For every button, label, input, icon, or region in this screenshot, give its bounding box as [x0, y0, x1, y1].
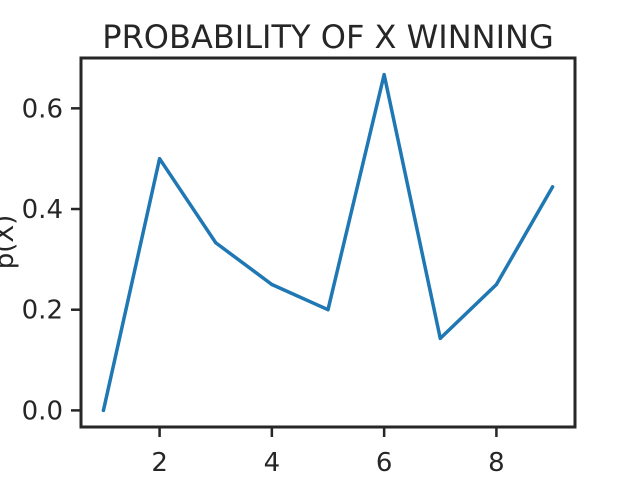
data-points	[101, 73, 555, 412]
data-point	[270, 282, 274, 287]
data-point	[101, 408, 106, 412]
data-point	[326, 308, 330, 312]
data-point	[438, 336, 442, 340]
x-axis: 2 4 6 8	[151, 427, 505, 478]
chart-title: PROBABILITY OF X WINNING	[102, 18, 553, 56]
data-point	[550, 185, 555, 189]
plot-area: 2 4 6 8 0.0 0.2 0.4 0.6	[22, 56, 577, 478]
axes-frame	[79, 56, 577, 429]
y-tick-label: 0.2	[22, 296, 63, 326]
y-axis: 0.0 0.2 0.4 0.6	[22, 94, 81, 426]
data-point	[214, 241, 218, 245]
y-tick-label: 0.4	[22, 195, 63, 225]
data-point	[157, 157, 162, 161]
x-tick-label: 6	[376, 448, 393, 478]
data-point	[494, 282, 499, 287]
y-axis-label: p(X)	[0, 215, 20, 270]
data-point	[382, 73, 386, 77]
x-tick-label: 4	[264, 448, 281, 478]
y-tick-label: 0.0	[22, 396, 63, 426]
x-tick-label: 8	[488, 448, 505, 478]
y-tick-label: 0.6	[22, 94, 63, 124]
x-tick-label: 2	[151, 448, 168, 478]
